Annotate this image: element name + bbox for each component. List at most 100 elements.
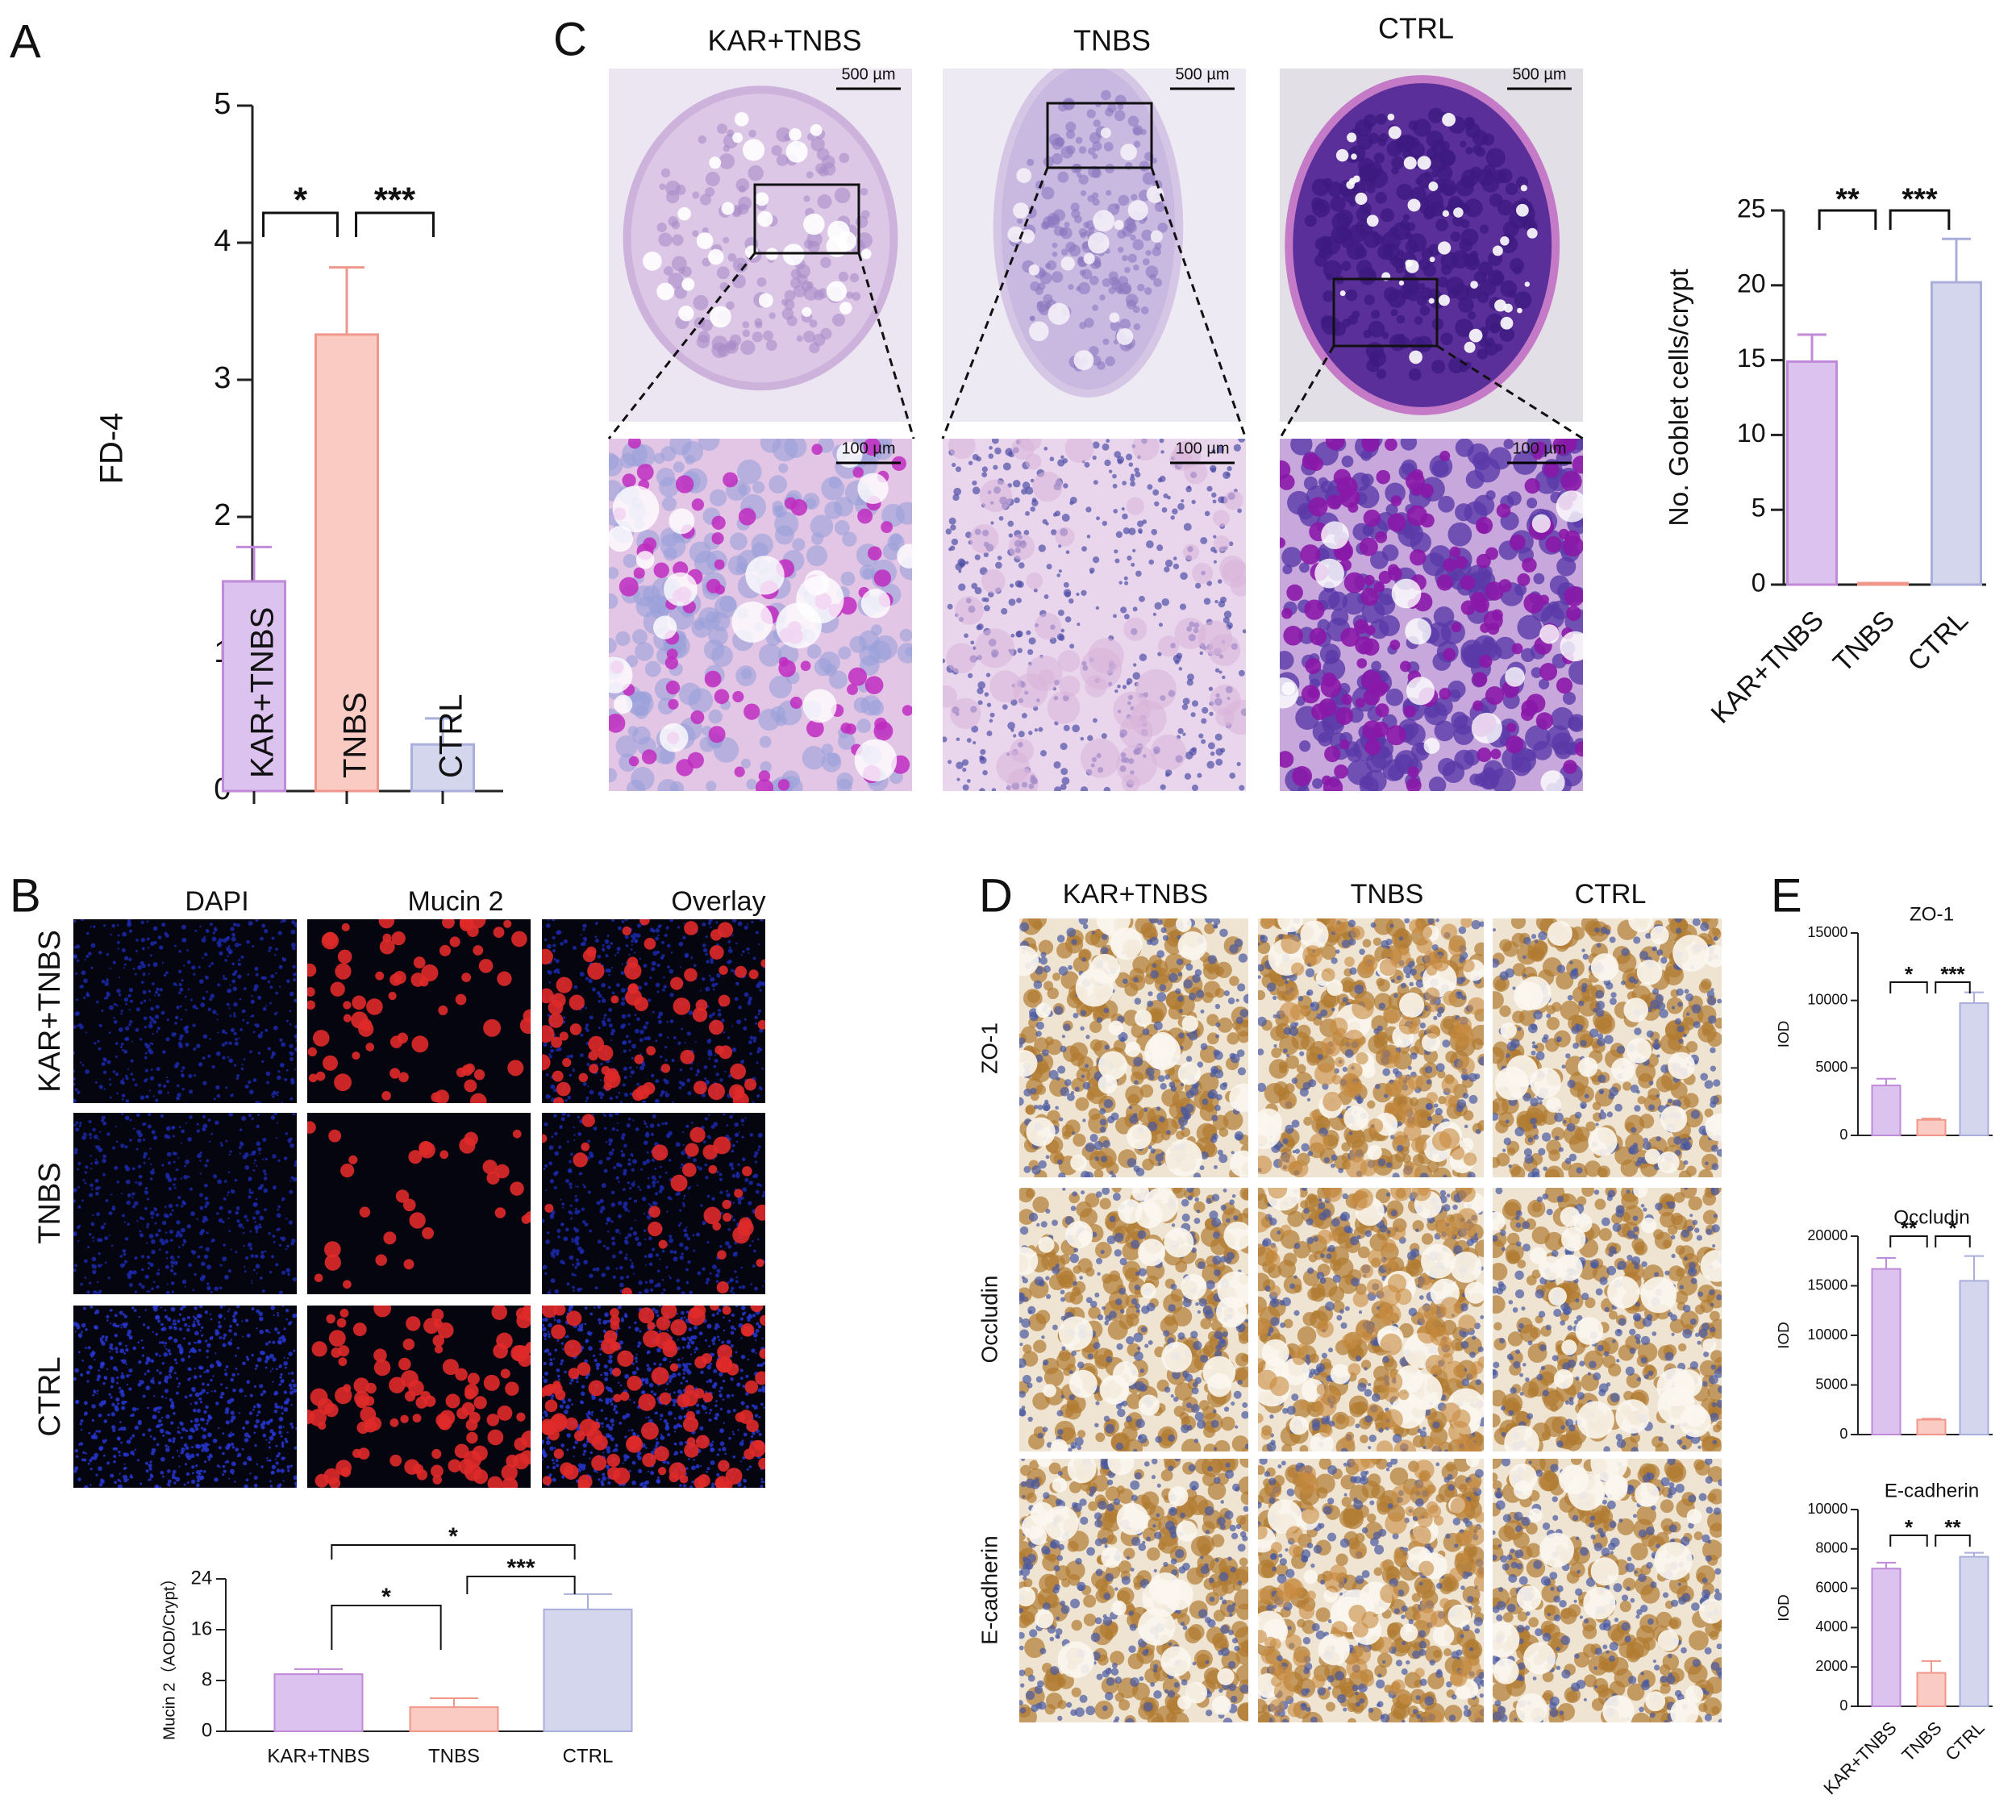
cell bbox=[168, 1446, 169, 1447]
cell bbox=[94, 1326, 98, 1330]
cell bbox=[820, 328, 831, 339]
cell bbox=[573, 1127, 575, 1128]
cell bbox=[1052, 243, 1058, 248]
cell bbox=[1214, 535, 1230, 552]
cell bbox=[73, 1124, 76, 1127]
cell bbox=[249, 1247, 252, 1251]
cell bbox=[1029, 264, 1040, 276]
cell bbox=[169, 1376, 172, 1378]
cell bbox=[1472, 713, 1502, 743]
cell bbox=[633, 1231, 637, 1235]
cell bbox=[190, 1420, 193, 1422]
cell bbox=[1486, 148, 1506, 168]
cell bbox=[1134, 323, 1140, 330]
cell bbox=[756, 277, 766, 287]
cell bbox=[473, 945, 483, 956]
cell bbox=[106, 1368, 108, 1370]
cell bbox=[135, 1290, 137, 1293]
cell bbox=[718, 1009, 721, 1012]
cell bbox=[227, 1443, 231, 1447]
cell bbox=[1160, 785, 1166, 790]
cell bbox=[227, 1191, 230, 1193]
cell bbox=[560, 942, 564, 946]
micrograph bbox=[1280, 69, 1583, 422]
cell bbox=[277, 1468, 281, 1472]
cell bbox=[121, 1401, 125, 1405]
cell bbox=[84, 1414, 86, 1416]
cell bbox=[144, 1043, 148, 1046]
cell bbox=[1439, 149, 1456, 166]
cell bbox=[1386, 689, 1404, 706]
cell bbox=[187, 1316, 190, 1319]
cell bbox=[284, 1078, 287, 1081]
cell bbox=[178, 1382, 181, 1385]
cell bbox=[575, 1241, 579, 1245]
cell bbox=[1211, 493, 1217, 498]
cell bbox=[123, 1253, 127, 1256]
cell bbox=[183, 1175, 188, 1180]
cell bbox=[194, 1074, 196, 1077]
cell bbox=[235, 1251, 237, 1253]
cell bbox=[1055, 510, 1060, 516]
cell bbox=[622, 1014, 627, 1019]
cell bbox=[131, 1197, 133, 1198]
cell bbox=[608, 1138, 613, 1143]
cell bbox=[1052, 271, 1063, 282]
cell bbox=[663, 1289, 665, 1291]
cell bbox=[594, 935, 597, 938]
cell bbox=[251, 1118, 253, 1120]
cell bbox=[1368, 321, 1385, 338]
cell bbox=[673, 1251, 677, 1255]
cell bbox=[1132, 125, 1143, 135]
cell bbox=[1057, 459, 1064, 466]
cell bbox=[656, 1283, 661, 1288]
cell bbox=[664, 1046, 667, 1048]
cell bbox=[574, 1210, 579, 1215]
cell bbox=[577, 1288, 581, 1292]
cell bbox=[718, 922, 733, 938]
cell bbox=[669, 1277, 672, 1280]
cell bbox=[149, 1147, 151, 1149]
cell bbox=[698, 1167, 702, 1171]
cell bbox=[110, 1380, 115, 1384]
cell bbox=[192, 1472, 194, 1474]
cell bbox=[636, 933, 641, 938]
cell bbox=[150, 1211, 155, 1216]
cell bbox=[613, 1276, 616, 1279]
cell bbox=[635, 1219, 636, 1221]
cell bbox=[732, 1202, 734, 1203]
cell bbox=[186, 949, 189, 952]
cell bbox=[96, 1145, 100, 1149]
cell bbox=[127, 1193, 131, 1197]
cell bbox=[126, 1201, 130, 1205]
cell bbox=[1514, 291, 1531, 309]
cell bbox=[1153, 278, 1162, 287]
cell bbox=[1364, 114, 1377, 127]
cell bbox=[670, 1019, 674, 1023]
cell bbox=[766, 339, 777, 351]
cell bbox=[183, 964, 185, 966]
cell bbox=[203, 1470, 206, 1473]
cell bbox=[754, 1155, 757, 1158]
cell bbox=[692, 230, 698, 236]
cell bbox=[1114, 558, 1119, 563]
cell bbox=[708, 1058, 710, 1060]
cell bbox=[1085, 506, 1091, 512]
cell bbox=[277, 1122, 278, 1123]
cell bbox=[1072, 725, 1080, 733]
cell bbox=[116, 1369, 119, 1372]
cell bbox=[277, 1160, 280, 1162]
cell bbox=[1064, 222, 1070, 227]
cell bbox=[636, 1066, 638, 1068]
cell bbox=[658, 232, 672, 246]
cell bbox=[659, 477, 679, 498]
micrograph-bg bbox=[307, 1113, 531, 1294]
cell bbox=[194, 1418, 199, 1422]
cell bbox=[114, 1166, 118, 1170]
cell bbox=[1122, 507, 1125, 510]
cell bbox=[756, 1062, 759, 1064]
cell bbox=[1477, 554, 1491, 568]
cell bbox=[210, 1318, 213, 1321]
cell bbox=[1161, 598, 1169, 606]
cell bbox=[1431, 171, 1439, 178]
